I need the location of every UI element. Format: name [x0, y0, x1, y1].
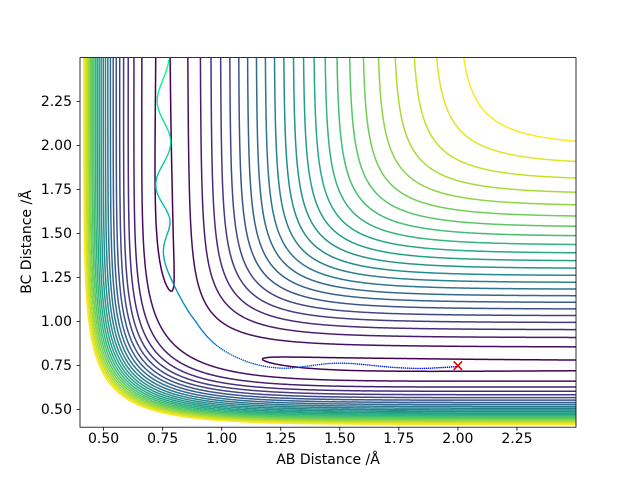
- x-tick-label: 1.50: [324, 431, 356, 447]
- x-axis-label: AB Distance /Å: [276, 452, 380, 468]
- y-tick-label: 2.25: [40, 93, 72, 110]
- y-tick-label: 1.00: [40, 313, 72, 330]
- y-axis-label: BC Distance /Å: [19, 190, 35, 294]
- x-tick-label: 1.75: [383, 431, 415, 447]
- y-tick-label: 1.75: [40, 181, 72, 198]
- y-tick-label: 2.00: [40, 137, 72, 154]
- y-tick-label: 1.25: [40, 269, 72, 286]
- x-tick-label: 0.50: [88, 431, 120, 447]
- x-tick-label: 0.75: [147, 431, 179, 447]
- y-tick-label: 0.75: [40, 357, 72, 374]
- x-tick-label: 2.25: [501, 431, 533, 447]
- y-tick-label: 0.50: [40, 401, 72, 418]
- x-tick-label: 1.00: [206, 431, 238, 447]
- x-tick-label: 2.00: [442, 431, 474, 447]
- x-tick-label: 1.25: [265, 431, 297, 447]
- y-tick-label: 1.50: [40, 225, 72, 242]
